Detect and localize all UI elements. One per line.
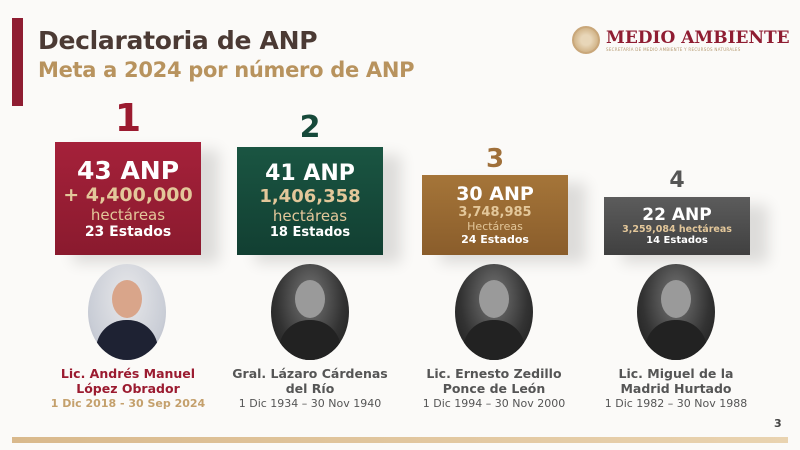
hectares-value: + 4,400,000 — [63, 184, 193, 207]
ranking-card-3: 30 ANP 3,748,985 Hectáreas 24 Estados — [422, 175, 568, 255]
portrait-photo — [637, 264, 715, 360]
ranking-card-4: 22 ANP 3,259,084 hectáreas 14 Estados — [604, 197, 750, 255]
term-dates: 1 Dic 1994 – 30 Nov 2000 — [422, 397, 566, 410]
page-number: 3 — [774, 417, 782, 430]
anp-count: 30 ANP — [456, 183, 534, 206]
portrait-photo — [88, 264, 166, 360]
name-line: López Obrador — [76, 381, 180, 396]
hectares-label: Hectáreas — [467, 219, 523, 233]
anp-count: 22 ANP — [642, 204, 712, 225]
name-line: Gral. Lázaro Cárdenas — [232, 366, 388, 381]
rank-number-1: 1 — [114, 96, 142, 140]
page-subtitle: Meta a 2024 por número de ANP — [38, 58, 415, 82]
portrait-photo — [455, 264, 533, 360]
name-line: Ponce de León — [442, 381, 546, 396]
logo-name: MEDIO AMBIENTE — [606, 27, 790, 48]
rank-number-2: 2 — [299, 110, 321, 145]
name-line: del Río — [285, 381, 335, 396]
states-count: 23 Estados — [84, 224, 172, 241]
hectares-value: 1,406,358 — [259, 186, 361, 208]
anp-count: 43 ANP — [76, 155, 180, 185]
president-name: Lic. Ernesto Zedillo Ponce de León — [404, 366, 584, 396]
anp-count: 41 ANP — [265, 160, 355, 186]
logo-subtitle: SECRETARÍA DE MEDIO AMBIENTE Y RECURSOS … — [606, 46, 741, 52]
states-count: 24 Estados — [461, 232, 529, 246]
name-line: Lic. Miguel de la — [618, 366, 734, 381]
footer-bar — [12, 437, 788, 443]
term-dates: 1 Dic 1934 – 30 Nov 1940 — [238, 397, 382, 410]
hectares-value: 3,748,985 — [458, 204, 532, 220]
term-dates: 1 Dic 1982 – 30 Nov 1988 — [604, 397, 748, 410]
rank-number-3: 3 — [485, 144, 505, 174]
name-line: Lic. Ernesto Zedillo — [426, 366, 562, 381]
national-seal-icon — [572, 26, 600, 54]
page-title: Declaratoria de ANP — [38, 26, 318, 55]
name-line: Madrid Hurtado — [620, 381, 732, 396]
name-line: Lic. Andrés Manuel — [60, 366, 196, 381]
accent-bar — [12, 18, 23, 106]
portrait-photo — [271, 264, 349, 360]
states-count: 18 Estados — [269, 225, 351, 241]
states-count: 14 Estados — [646, 235, 708, 247]
rank-number-4: 4 — [669, 168, 685, 193]
president-name: Lic. Miguel de la Madrid Hurtado — [586, 366, 766, 396]
ranking-card-2: 41 ANP 1,406,358 hectáreas 18 Estados — [237, 147, 383, 255]
hectares-label: hectáreas — [90, 206, 166, 225]
medio-ambiente-logo: MEDIO AMBIENTE SECRETARÍA DE MEDIO AMBIE… — [572, 26, 790, 54]
term-dates: 1 Dic 2018 - 30 Sep 2024 — [50, 397, 206, 410]
hectares-label: hectáreas — [272, 207, 348, 226]
hectares-value: 3,259,084 hectáreas — [622, 224, 732, 236]
president-name: Lic. Andrés Manuel López Obrador — [38, 366, 218, 396]
president-name: Gral. Lázaro Cárdenas del Río — [220, 366, 400, 396]
ranking-card-1: 43 ANP + 4,400,000 hectáreas 23 Estados — [55, 142, 201, 255]
